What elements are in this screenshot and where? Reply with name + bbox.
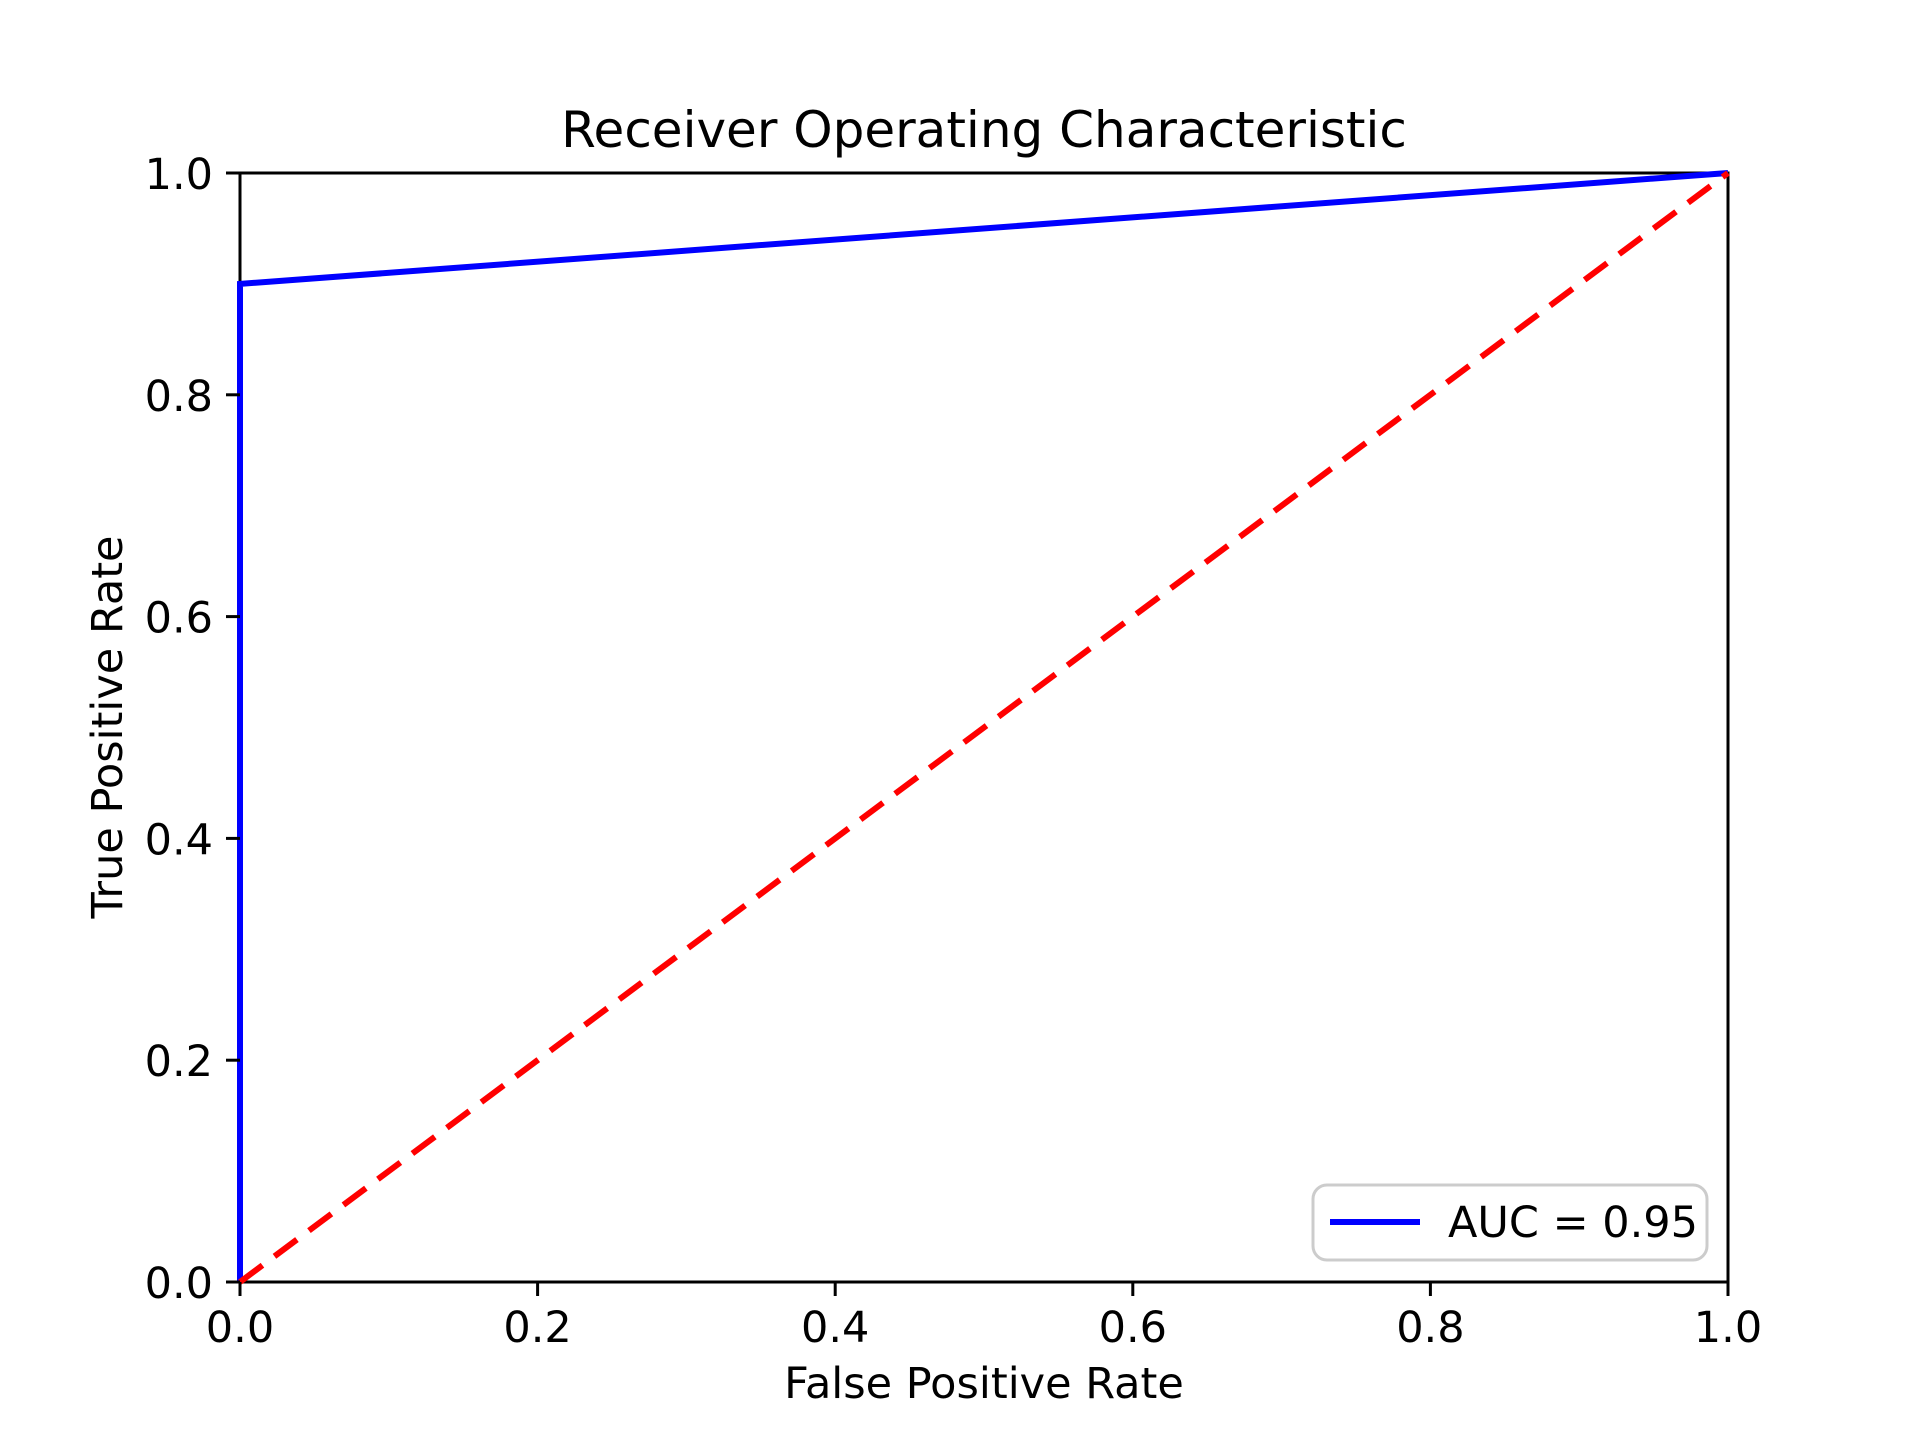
x-tick-label: 0.0 — [206, 1303, 274, 1353]
x-axis-label: False Positive Rate — [784, 1359, 1184, 1409]
x-tick-label: 1.0 — [1694, 1303, 1762, 1353]
y-tick-label: 1.0 — [145, 150, 213, 200]
y-tick-label: 0.4 — [145, 815, 213, 865]
x-tick-label: 0.2 — [503, 1303, 571, 1353]
x-tick-label: 0.4 — [801, 1303, 869, 1353]
x-tick-label: 0.8 — [1396, 1303, 1464, 1353]
y-tick-label: 0.6 — [145, 594, 213, 644]
x-tick-label: 0.6 — [1099, 1303, 1167, 1353]
y-axis-ticks: 0.0 0.2 0.4 0.6 0.8 1.0 — [145, 150, 240, 1309]
y-tick-label: 0.0 — [145, 1259, 213, 1309]
legend: AUC = 0.95 — [1311, 1183, 1709, 1262]
legend-label: AUC = 0.95 — [1448, 1198, 1698, 1248]
chance-diagonal-line — [238, 170, 1730, 1285]
legend-box — [1311, 1183, 1709, 1262]
chart-title: Receiver Operating Characteristic — [561, 101, 1407, 159]
roc-curve-line — [237, 170, 1729, 1282]
x-axis-ticks: 0.0 0.2 0.4 0.6 0.8 1.0 — [206, 1282, 1762, 1353]
y-axis-label: True Positive Rate — [83, 535, 133, 919]
y-tick-label: 0.8 — [145, 372, 213, 422]
series-lines — [237, 170, 1730, 1285]
y-tick-label: 0.2 — [145, 1037, 213, 1087]
